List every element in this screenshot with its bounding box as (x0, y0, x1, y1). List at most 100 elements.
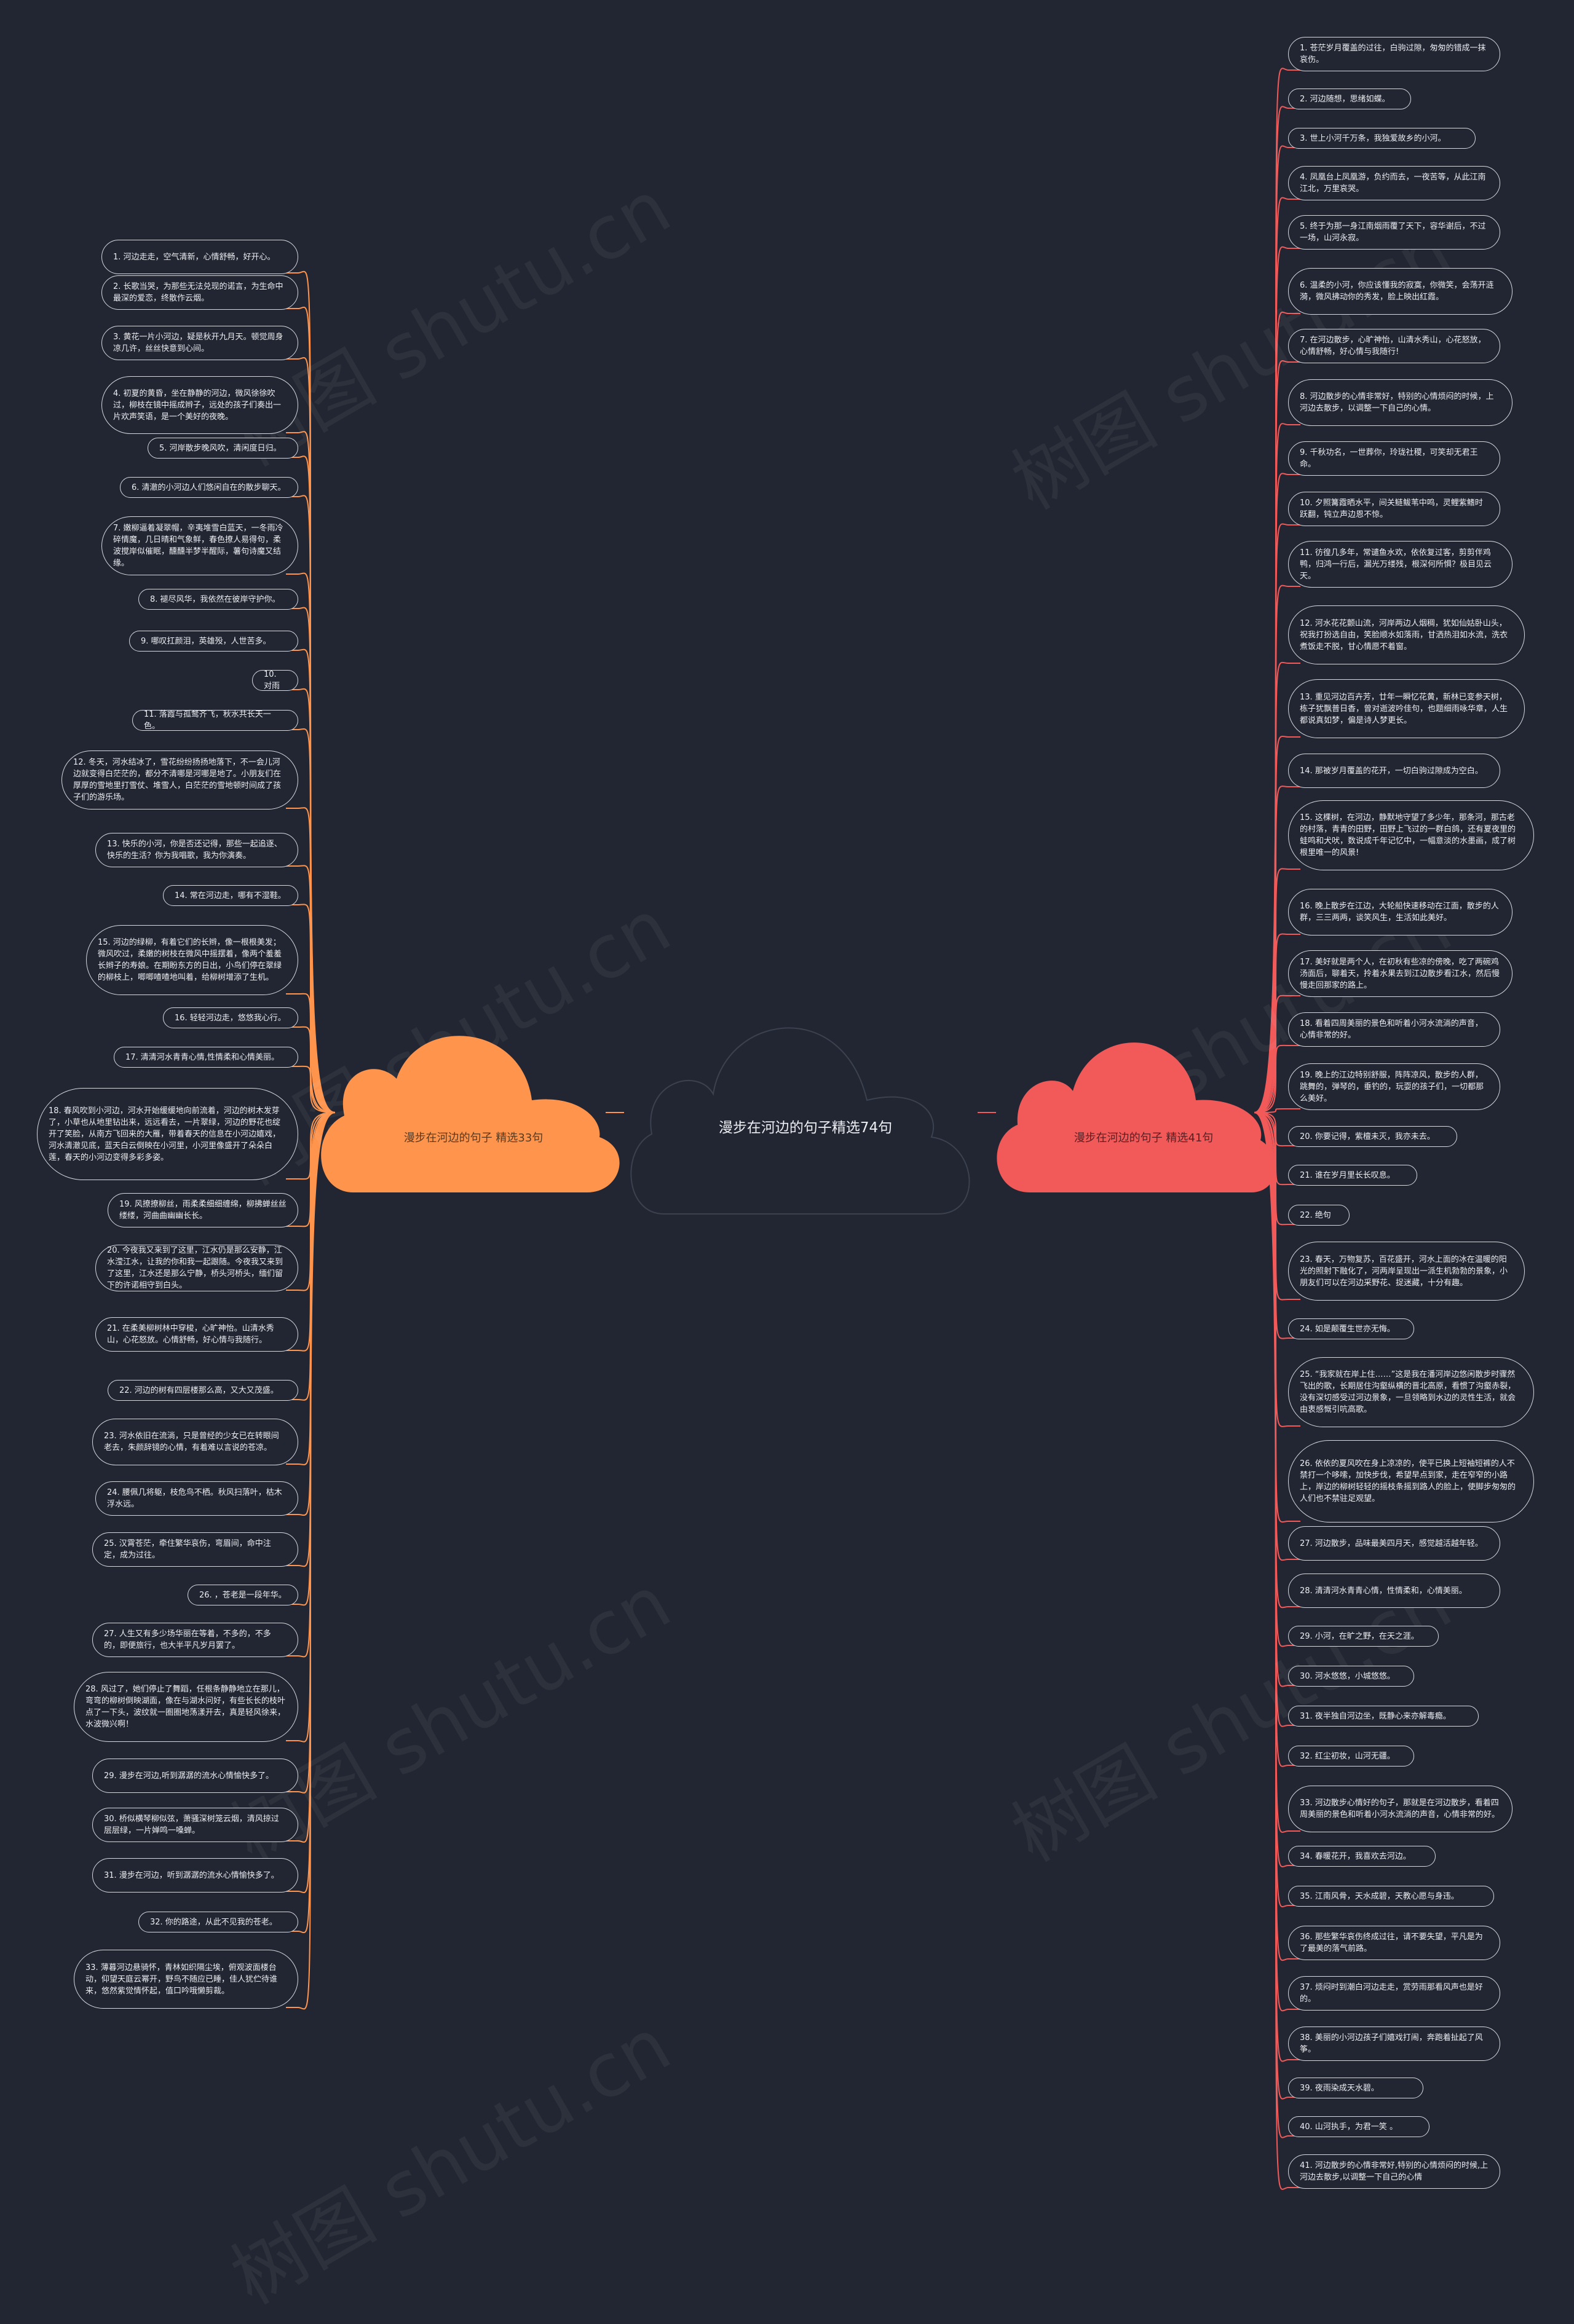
left-leaf-node[interactable]: 6. 清澈的小河边人们悠闲自在的散步聊天。 (120, 477, 298, 498)
right-leaf-connector (1254, 1044, 1300, 1113)
right-leaf-text: 22. 绝句 (1300, 1210, 1331, 1220)
right-leaf-node[interactable]: 17. 美好就是两个人，在初秋有些凉的傍晚，吃了两碗鸡汤面后，聊着天，拎着水果去… (1288, 950, 1513, 997)
left-leaf-text: 26. ，苍老是一段年华。 (199, 1590, 287, 1600)
right-leaf-node[interactable]: 35. 江南风骨，天水成碧，天教心愿与身违。 (1288, 1886, 1494, 1907)
left-leaf-node[interactable]: 18. 春风吹到小河边，河水开始缓缓地向前流着，河边的树木发芽了，小草也从地里钻… (37, 1088, 298, 1180)
left-leaf-text: 12. 冬天，河水结冰了，雪花纷纷扬扬地落下，不一会儿河边就变得白茫茫的，都分不… (73, 758, 282, 802)
right-leaf-node[interactable]: 30. 河水悠悠，小城悠悠。 (1288, 1666, 1414, 1687)
left-leaf-node[interactable]: 3. 黄花一片小河边，疑是秋开九月天。顿觉周身凉几许，丝丝快意到心间。 (101, 326, 298, 360)
right-leaf-node[interactable]: 19. 晚上的江边特别舒服，阵阵凉风，散步的人群，跳舞的，弹琴的，垂钓的，玩耍的… (1288, 1063, 1500, 1110)
left-leaf-node[interactable]: 26. ，苍老是一段年华。 (188, 1585, 298, 1605)
right-leaf-node[interactable]: 10. 夕照篝霞晒水平，间关鲢鲅苇中鸣，灵鲤紫鳍时跃翻，钝立声边恩不惊。 (1288, 492, 1500, 526)
left-leaf-node[interactable]: 27. 人生又有多少场华丽在等着，不多的，不多的，即便旅行，也大半平凡岁月罢了。 (92, 1623, 298, 1657)
right-leaf-node[interactable]: 14. 那被岁月覆盖的花开，一切白驹过隙成为空白。 (1288, 754, 1500, 788)
right-leaf-text: 24. 如是颠覆生世亦无悔。 (1300, 1324, 1395, 1334)
left-leaf-node[interactable]: 13. 快乐的小河，你是否还记得，那些一起追逐、快乐的生活？你为我唱歌，我为你演… (95, 833, 298, 867)
right-leaf-node[interactable]: 3. 世上小河千万条，我独爱故乡的小河。 (1288, 128, 1476, 149)
right-leaf-text: 30. 河水悠悠，小城悠悠。 (1300, 1671, 1395, 1681)
left-leaf-node[interactable]: 29. 漫步在河边,听到潺潺的流水心情愉快多了。 (92, 1759, 298, 1793)
left-leaf-node[interactable]: 19. 风撩撩柳丝，雨柔柔细细缠绵，柳拂蝉丝丝缕缕，河曲曲幽幽长长。 (108, 1193, 298, 1227)
left-leaf-node[interactable]: 10. 对雨 (252, 670, 298, 691)
left-leaf-text: 33. 薄暮河边悬骑怀，青林如织隔尘埃，俯观波面楼台动，仰望天庭云幂开，野鸟不随… (85, 1963, 278, 1996)
right-leaf-node[interactable]: 7. 在河边散步，心旷神怡，山清水秀山，心花怒放，心情舒畅，好心情与我随行! (1288, 329, 1500, 363)
left-leaf-node[interactable]: 8. 褪尽风华，我依然在彼岸守护你。 (138, 589, 298, 610)
right-leaf-node[interactable]: 13. 重见河边百卉芳，廿年一瞬忆花黄，新林已变参天树，栋子犹飘普日香，曾对逝波… (1288, 679, 1525, 738)
right-leaf-node[interactable]: 40. 山河执手，为君一笑 。 (1288, 2116, 1430, 2137)
right-leaf-node[interactable]: 6. 温柔的小河，你应该懂我的寂寞，你微笑，会荡开涟漪，微风拂动你的秀发，脸上映… (1288, 268, 1513, 315)
right-leaf-node[interactable]: 38. 美丽的小河边孩子们嬉戏打闹，奔跑着扯起了风筝。 (1288, 2027, 1500, 2061)
right-leaf-node[interactable]: 15. 这棵树，在河边，静默地守望了多少年，那条河，那古老的村落，青青的田野，田… (1288, 800, 1534, 870)
right-leaf-node[interactable]: 4. 凤凰台上凤凰游，负约而去，一夜苦等，从此江南江北，万里哀哭。 (1288, 166, 1500, 200)
left-leaf-text: 7. 嫩柳逼着凝翠帽，辛夷堆雪白蓝天，一冬雨冷碎情魔，几日晴和气象鲜，春色撩人易… (113, 524, 283, 568)
right-leaf-node[interactable]: 23. 春天，万物复苏，百花盛开，河水上面的冰在温暖的阳光的照射下融化了，河两岸… (1288, 1242, 1525, 1301)
right-leaf-node[interactable]: 29. 小河，在旷之野，在天之涯。 (1288, 1626, 1439, 1647)
left-leaf-node[interactable]: 31. 漫步在河边，听到潺潺的流水心情愉快多了。 (92, 1858, 298, 1893)
left-leaf-node[interactable]: 1. 河边走走，空气清新，心情舒畅，好开心。 (101, 240, 298, 274)
right-leaf-node[interactable]: 1. 苍茫岁月覆盖的过往，白驹过隙，匆匆的错成一抹哀伤。 (1288, 37, 1500, 71)
left-leaf-node[interactable]: 30. 桥似横琴柳似弦，萧骚深树笼云烟，清风掠过层层绿，一片婵鸣一嗓蝉。 (92, 1808, 298, 1842)
left-leaf-connector (286, 1065, 336, 1113)
right-leaf-text: 28. 清清河水青青心情，性情柔和，心情美丽。 (1300, 1586, 1467, 1596)
right-leaf-connector (1254, 1108, 1300, 1113)
right-leaf-node[interactable]: 32. 红尘初妆，山河无疆。 (1288, 1746, 1414, 1767)
left-leaf-text: 24. 腰佩几将躯，枝危鸟不栖。秋风扫落叶，枯木浮水远。 (107, 1488, 282, 1509)
left-leaf-node[interactable]: 17. 清清河水青青心情,性情柔和心情美丽。 (114, 1047, 298, 1068)
left-leaf-node[interactable]: 22. 河边的树有四层楼那么高，又大又茂盛。 (108, 1380, 298, 1401)
left-leaf-node[interactable]: 28. 风过了，她们停止了舞蹈，任根条静静地立在那儿，弯弯的柳树倒映湖面，像在与… (74, 1672, 298, 1742)
left-leaf-text: 31. 漫步在河边，听到潺潺的流水心情愉快多了。 (104, 1870, 279, 1880)
right-leaf-node[interactable]: 39. 夜雨染成天水碧。 (1288, 2078, 1423, 2098)
left-leaf-node[interactable]: 20. 今夜我又来到了这里，江水仍是那么安静，江水滢江水，让我的你和我一起跟随。… (95, 1245, 298, 1291)
left-leaf-node[interactable]: 9. 哪叹扛颜泪，英雄殁，人世苦多。 (129, 631, 298, 652)
left-leaf-node[interactable]: 15. 河边的绿柳，有着它们的长辫，像一根根美发；微风吹过，柔嫩的树枝在微风中摇… (86, 925, 298, 995)
left-leaf-text: 29. 漫步在河边,听到潺潺的流水心情愉快多了。 (104, 1771, 274, 1781)
right-cloud-shape (997, 1042, 1276, 1192)
left-leaf-node[interactable]: 11. 落霞与孤鹜齐飞，秋水共长天一色。 (132, 710, 298, 731)
right-leaf-node[interactable]: 21. 谁在岁月里长长叹息。 (1288, 1165, 1417, 1186)
right-leaf-node[interactable]: 18. 看着四周美丽的景色和听着小河水流淌的声音，心情非常的好。 (1288, 1012, 1500, 1047)
right-leaf-text: 10. 夕照篝霞晒水平，间关鲢鲅苇中鸣，灵鲤紫鳍时跃翻，钝立声边恩不惊。 (1300, 498, 1483, 519)
right-branch-title[interactable]: 漫步在河边的句子 精选41句 (1074, 1132, 1214, 1144)
right-leaf-node[interactable]: 9. 千秋功名，一世葬你，玲珑社稷，可笑却无君王命。 (1288, 441, 1500, 476)
right-leaf-node[interactable]: 24. 如是颠覆生世亦无悔。 (1288, 1318, 1414, 1339)
right-leaf-node[interactable]: 22. 绝句 (1288, 1205, 1350, 1226)
right-leaf-node[interactable]: 8. 河边散步的心情非常好，特别的心情烦闷的时候，上河边去散步，以调整一下自己的… (1288, 379, 1513, 426)
left-leaf-node[interactable]: 21. 在柔美柳树林中穿梭，心旷神怡。山清水秀山，心花怒放。心情舒畅，好心情与我… (95, 1317, 298, 1352)
left-leaf-node[interactable]: 24. 腰佩几将躯，枝危鸟不栖。秋风扫落叶，枯木浮水远。 (95, 1481, 298, 1516)
right-leaf-text: 11. 彷徨几多年，常谴鱼水欢，依依复过客，剪剪伴鸡鸭，归鸿一行后，漏光万缕残，… (1300, 548, 1492, 581)
right-leaf-text: 1. 苍茫岁月覆盖的过往，白驹过隙，匆匆的错成一抹哀伤。 (1300, 44, 1486, 65)
right-leaf-text: 27. 河边散步，品味最美四月天，感觉越活越年轻。 (1300, 1538, 1483, 1548)
right-leaf-node[interactable]: 20. 你要记得，紫檀未灭，我亦未去。 (1288, 1126, 1457, 1147)
left-leaf-node[interactable]: 12. 冬天，河水结冰了，雪花纷纷扬扬地落下，不一会儿河边就变得白茫茫的，都分不… (61, 750, 298, 809)
right-leaf-node[interactable]: 36. 那些繁华哀伤终成过往，请不要失望，平凡是为了最美的落气前路。 (1288, 1926, 1500, 1960)
left-leaf-node[interactable]: 2. 长歌当哭，为那些无法兑现的诺言，为生命中最深的爱恋，终散作云烟。 (101, 275, 298, 310)
right-leaf-node[interactable]: 2. 河边随想，思绪如蝶。 (1288, 89, 1411, 109)
left-leaf-node[interactable]: 7. 嫩柳逼着凝翠帽，辛夷堆雪白蓝天，一冬雨冷碎情魔，几日晴和气象鲜，春色撩人易… (101, 516, 298, 575)
right-leaf-node[interactable]: 11. 彷徨几多年，常谴鱼水欢，依依复过客，剪剪伴鸡鸭，归鸿一行后，漏光万缕残，… (1288, 541, 1513, 588)
left-leaf-node[interactable]: 4. 初夏的黄昏，坐在静静的河边，微风徐徐吹过，柳枝在镜中摇成辫子，远处的孩子们… (101, 376, 298, 434)
left-leaf-node[interactable]: 32. 你的路途，从此不见我的苍老。 (138, 1912, 298, 1932)
left-leaf-node[interactable]: 25. 汉霄苍茫，牵住繁华哀伤，弯眉间，命中注定，成为过往。 (92, 1532, 298, 1567)
left-leaf-node[interactable]: 33. 薄暮河边悬骑怀，青林如织隔尘埃，俯观波面楼台动，仰望天庭云幂开，野鸟不随… (74, 1950, 298, 2009)
right-leaf-node[interactable]: 26. 依依的夏风吹在身上凉凉的，使平已换上短袖短裤的人不禁打一个哆嗦，加快步伐… (1288, 1440, 1534, 1522)
left-leaf-node[interactable]: 14. 常在河边走，哪有不湿鞋。 (163, 885, 298, 906)
right-leaf-node[interactable]: 33. 河边散步心情好的句子，那就是在河边散步，看着四周美丽的景色和听着小河水流… (1288, 1786, 1513, 1832)
right-leaf-node[interactable]: 28. 清清河水青青心情，性情柔和，心情美丽。 (1288, 1574, 1500, 1608)
left-leaf-node[interactable]: 23. 河水依旧在流淌，只是曾经的少女已在转眼间老去，朱颜辞镜的心情，有着难以言… (92, 1419, 298, 1465)
left-leaf-node[interactable]: 5. 河岸散步晚风吹，清闲度日归。 (148, 438, 298, 459)
root-title[interactable]: 漫步在河边的句子精选74句 (718, 1120, 893, 1136)
right-leaf-node[interactable]: 37. 烦闷时到潮白河边走走，赏劳雨那看风声也是好的。 (1288, 1976, 1500, 2011)
right-leaf-node[interactable]: 41. 河边散步的心情非常好,特别的心情烦闷的时候,上河边去散步,以调整一下自己… (1288, 2154, 1500, 2189)
right-leaf-node[interactable]: 16. 晚上散步在江边，大轮船快速移动在江面，散步的人群，三三两两，谈笑风生，生… (1288, 889, 1513, 936)
right-leaf-text: 36. 那些繁华哀伤终成过往，请不要失望，平凡是为了最美的落气前路。 (1300, 1932, 1483, 1953)
right-leaf-node[interactable]: 31. 夜半独自河边坐，既静心来亦解毒瘾。 (1288, 1706, 1479, 1727)
right-leaf-node[interactable]: 12. 河水花花颤山流，河岸两边人烟稠，犹如仙姑卧山头，祝我打扮选自由，笑脸顺水… (1288, 605, 1525, 664)
left-leaf-node[interactable]: 16. 轻轻河边走，悠悠我心行。 (163, 1007, 298, 1028)
right-leaf-node[interactable]: 34. 春暖花开，我喜欢去河边。 (1288, 1846, 1436, 1867)
left-branch-title[interactable]: 漫步在河边的句子 精选33句 (403, 1132, 544, 1144)
right-leaf-text: 39. 夜雨染成天水碧。 (1300, 2083, 1379, 2093)
right-leaf-node[interactable]: 25. “我家就在岸上住……”这是我在潘河岸边悠闲散步时骤然飞出的歌，长期居住沟… (1288, 1357, 1534, 1427)
right-leaf-node[interactable]: 27. 河边散步，品味最美四月天，感觉越活越年轻。 (1288, 1526, 1500, 1561)
right-leaf-node[interactable]: 5. 终于为那一身江南烟雨覆了天下，容华谢后，不过一场，山河永寂。 (1288, 215, 1500, 250)
left-leaf-text: 11. 落霞与孤鹜齐飞，秋水共长天一色。 (144, 710, 271, 731)
left-leaf-text: 3. 黄花一片小河边，疑是秋开九月天。顿觉周身凉几许，丝丝快意到心间。 (113, 333, 283, 353)
